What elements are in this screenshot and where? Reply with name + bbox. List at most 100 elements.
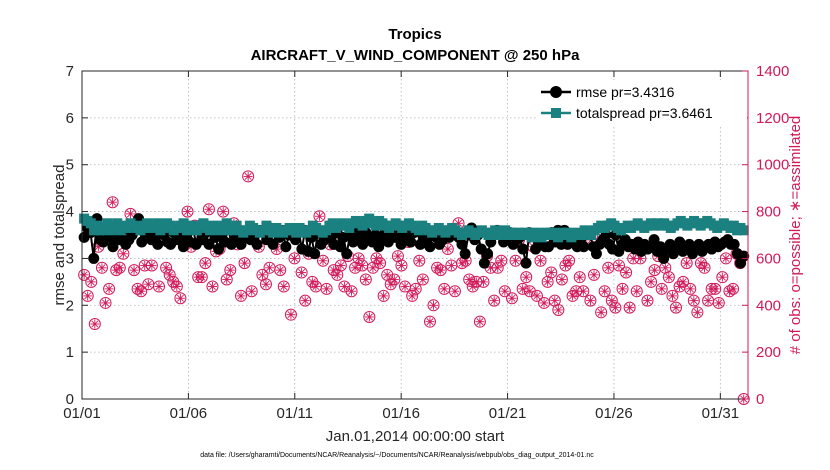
asterisk-stroke <box>540 299 548 307</box>
obs-assimilated-marker <box>660 263 670 273</box>
obs-assimilated-marker <box>671 303 681 313</box>
obs-assimilated-marker <box>275 265 285 275</box>
rmse-point <box>309 248 321 260</box>
obs-assimilated-marker <box>585 296 595 306</box>
asterisk-stroke <box>597 308 605 316</box>
y-tick-label: 1 <box>66 344 74 361</box>
x-axis-label: Jan.01,2014 00:00:00 start <box>326 428 505 445</box>
obs-assimilated-marker <box>368 263 378 273</box>
obs-assimilated-marker <box>204 204 214 214</box>
asterisk-stroke <box>526 287 534 295</box>
obs-possible-marker <box>423 315 436 328</box>
asterisk-stroke <box>223 276 231 284</box>
obs-possible-marker <box>284 308 297 321</box>
obs-assimilated-marker <box>728 284 738 294</box>
obs-possible-marker <box>317 254 330 267</box>
obs-assimilated-marker <box>118 249 128 259</box>
obs-possible-marker <box>684 282 697 295</box>
rmse-point <box>456 238 468 250</box>
obs-assimilated-marker <box>600 286 610 296</box>
obs-possible-marker <box>434 264 447 277</box>
totalspread-point <box>85 218 96 229</box>
obs-assimilated-marker <box>183 207 193 217</box>
legend-rmse-label: rmse pr=3.4316 <box>576 84 675 100</box>
obs-possible-marker <box>655 282 668 295</box>
asterisk-stroke <box>102 299 110 307</box>
asterisk-stroke <box>679 278 687 286</box>
asterisk-stroke <box>615 261 623 269</box>
totalspread-series <box>79 213 749 243</box>
obs-possible-marker <box>299 294 312 307</box>
asterisk-stroke <box>116 264 124 272</box>
asterisk-stroke <box>380 292 388 300</box>
obs-assimilated-marker <box>218 207 228 217</box>
obs-assimilated-marker <box>717 272 727 282</box>
obs-possible-marker <box>288 252 301 265</box>
asterisk-stroke <box>87 278 95 286</box>
obs-possible-marker <box>274 264 287 277</box>
obs-possible-marker <box>153 280 166 293</box>
obs-possible-marker <box>523 285 536 298</box>
obs-assimilated-marker <box>689 296 699 306</box>
asterisk-stroke <box>348 287 356 295</box>
y-tick-label: 2 <box>66 297 74 314</box>
asterisk-stroke <box>619 285 627 293</box>
obs-assimilated-marker <box>300 296 310 306</box>
obs-assimilated-marker <box>610 303 620 313</box>
obs-possible-marker <box>99 296 112 309</box>
obs-assimilated-marker <box>511 256 521 266</box>
asterisk-stroke <box>465 276 473 284</box>
asterisk-stroke <box>98 264 106 272</box>
obs-possible-marker <box>563 254 576 267</box>
asterisk-stroke <box>287 311 295 319</box>
obs-possible-marker <box>181 205 194 218</box>
obs-possible-marker <box>620 266 633 279</box>
chart-title: Tropics <box>388 26 441 43</box>
obs-possible-marker <box>573 271 586 284</box>
obs-possible-marker <box>577 285 590 298</box>
obs-assimilated-marker <box>175 293 185 303</box>
asterisk-stroke <box>198 273 206 281</box>
asterisk-stroke <box>237 292 245 300</box>
x-tick-label: 01/16 <box>382 405 420 422</box>
obs-assimilated-marker <box>147 260 157 270</box>
rmse-point <box>520 257 532 269</box>
obs-assimilated-marker <box>382 270 392 280</box>
obs-assimilated-marker <box>136 286 146 296</box>
asterisk-stroke <box>258 271 266 279</box>
asterisk-stroke <box>722 254 730 262</box>
obs-assimilated-marker <box>318 256 328 266</box>
obs-possible-marker <box>374 257 387 270</box>
axis-ticks: 01/01 01/06 01/11 01/16 01/21 01/26 01/31 0 1 2 3 4… <box>63 63 789 422</box>
asterisk-stroke <box>565 257 573 265</box>
obs-possible-marker <box>406 289 419 302</box>
asterisk-stroke <box>672 304 680 312</box>
obs-assimilated-marker <box>557 275 567 285</box>
obs-assimilated-marker <box>108 197 118 207</box>
asterisk-stroke <box>497 257 505 265</box>
obs-possible-marker <box>388 273 401 286</box>
asterisk-stroke <box>604 264 612 272</box>
obs-possible-marker <box>352 252 365 265</box>
obs-possible-marker <box>195 271 208 284</box>
asterisk-stroke <box>686 285 694 293</box>
obs-assimilated-marker <box>667 291 677 301</box>
obs-possible-marker <box>719 252 732 265</box>
asterisk-stroke <box>643 297 651 305</box>
obs-assimilated-marker <box>618 284 628 294</box>
obs-possible-marker <box>427 299 440 312</box>
y-tick-label: 0 <box>66 391 74 408</box>
obs-assimilated-marker <box>225 265 235 275</box>
asterisk-stroke <box>547 268 555 276</box>
asterisk-stroke <box>479 278 487 286</box>
obs-possible-marker <box>160 261 173 274</box>
totalspread-point <box>112 218 123 229</box>
obs-possible-marker <box>145 259 158 272</box>
obs-possible-marker <box>709 282 722 295</box>
asterisk-stroke <box>544 278 552 286</box>
obs-possible-marker <box>605 294 618 307</box>
rmse-point <box>203 238 215 250</box>
asterisk-stroke <box>558 276 566 284</box>
y2-tick-label: 600 <box>756 250 781 267</box>
asterisk-stroke <box>383 271 391 279</box>
